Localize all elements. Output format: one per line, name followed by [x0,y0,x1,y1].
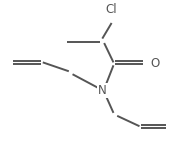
Text: Cl: Cl [106,3,117,16]
Text: O: O [151,57,160,70]
Text: N: N [98,84,107,97]
